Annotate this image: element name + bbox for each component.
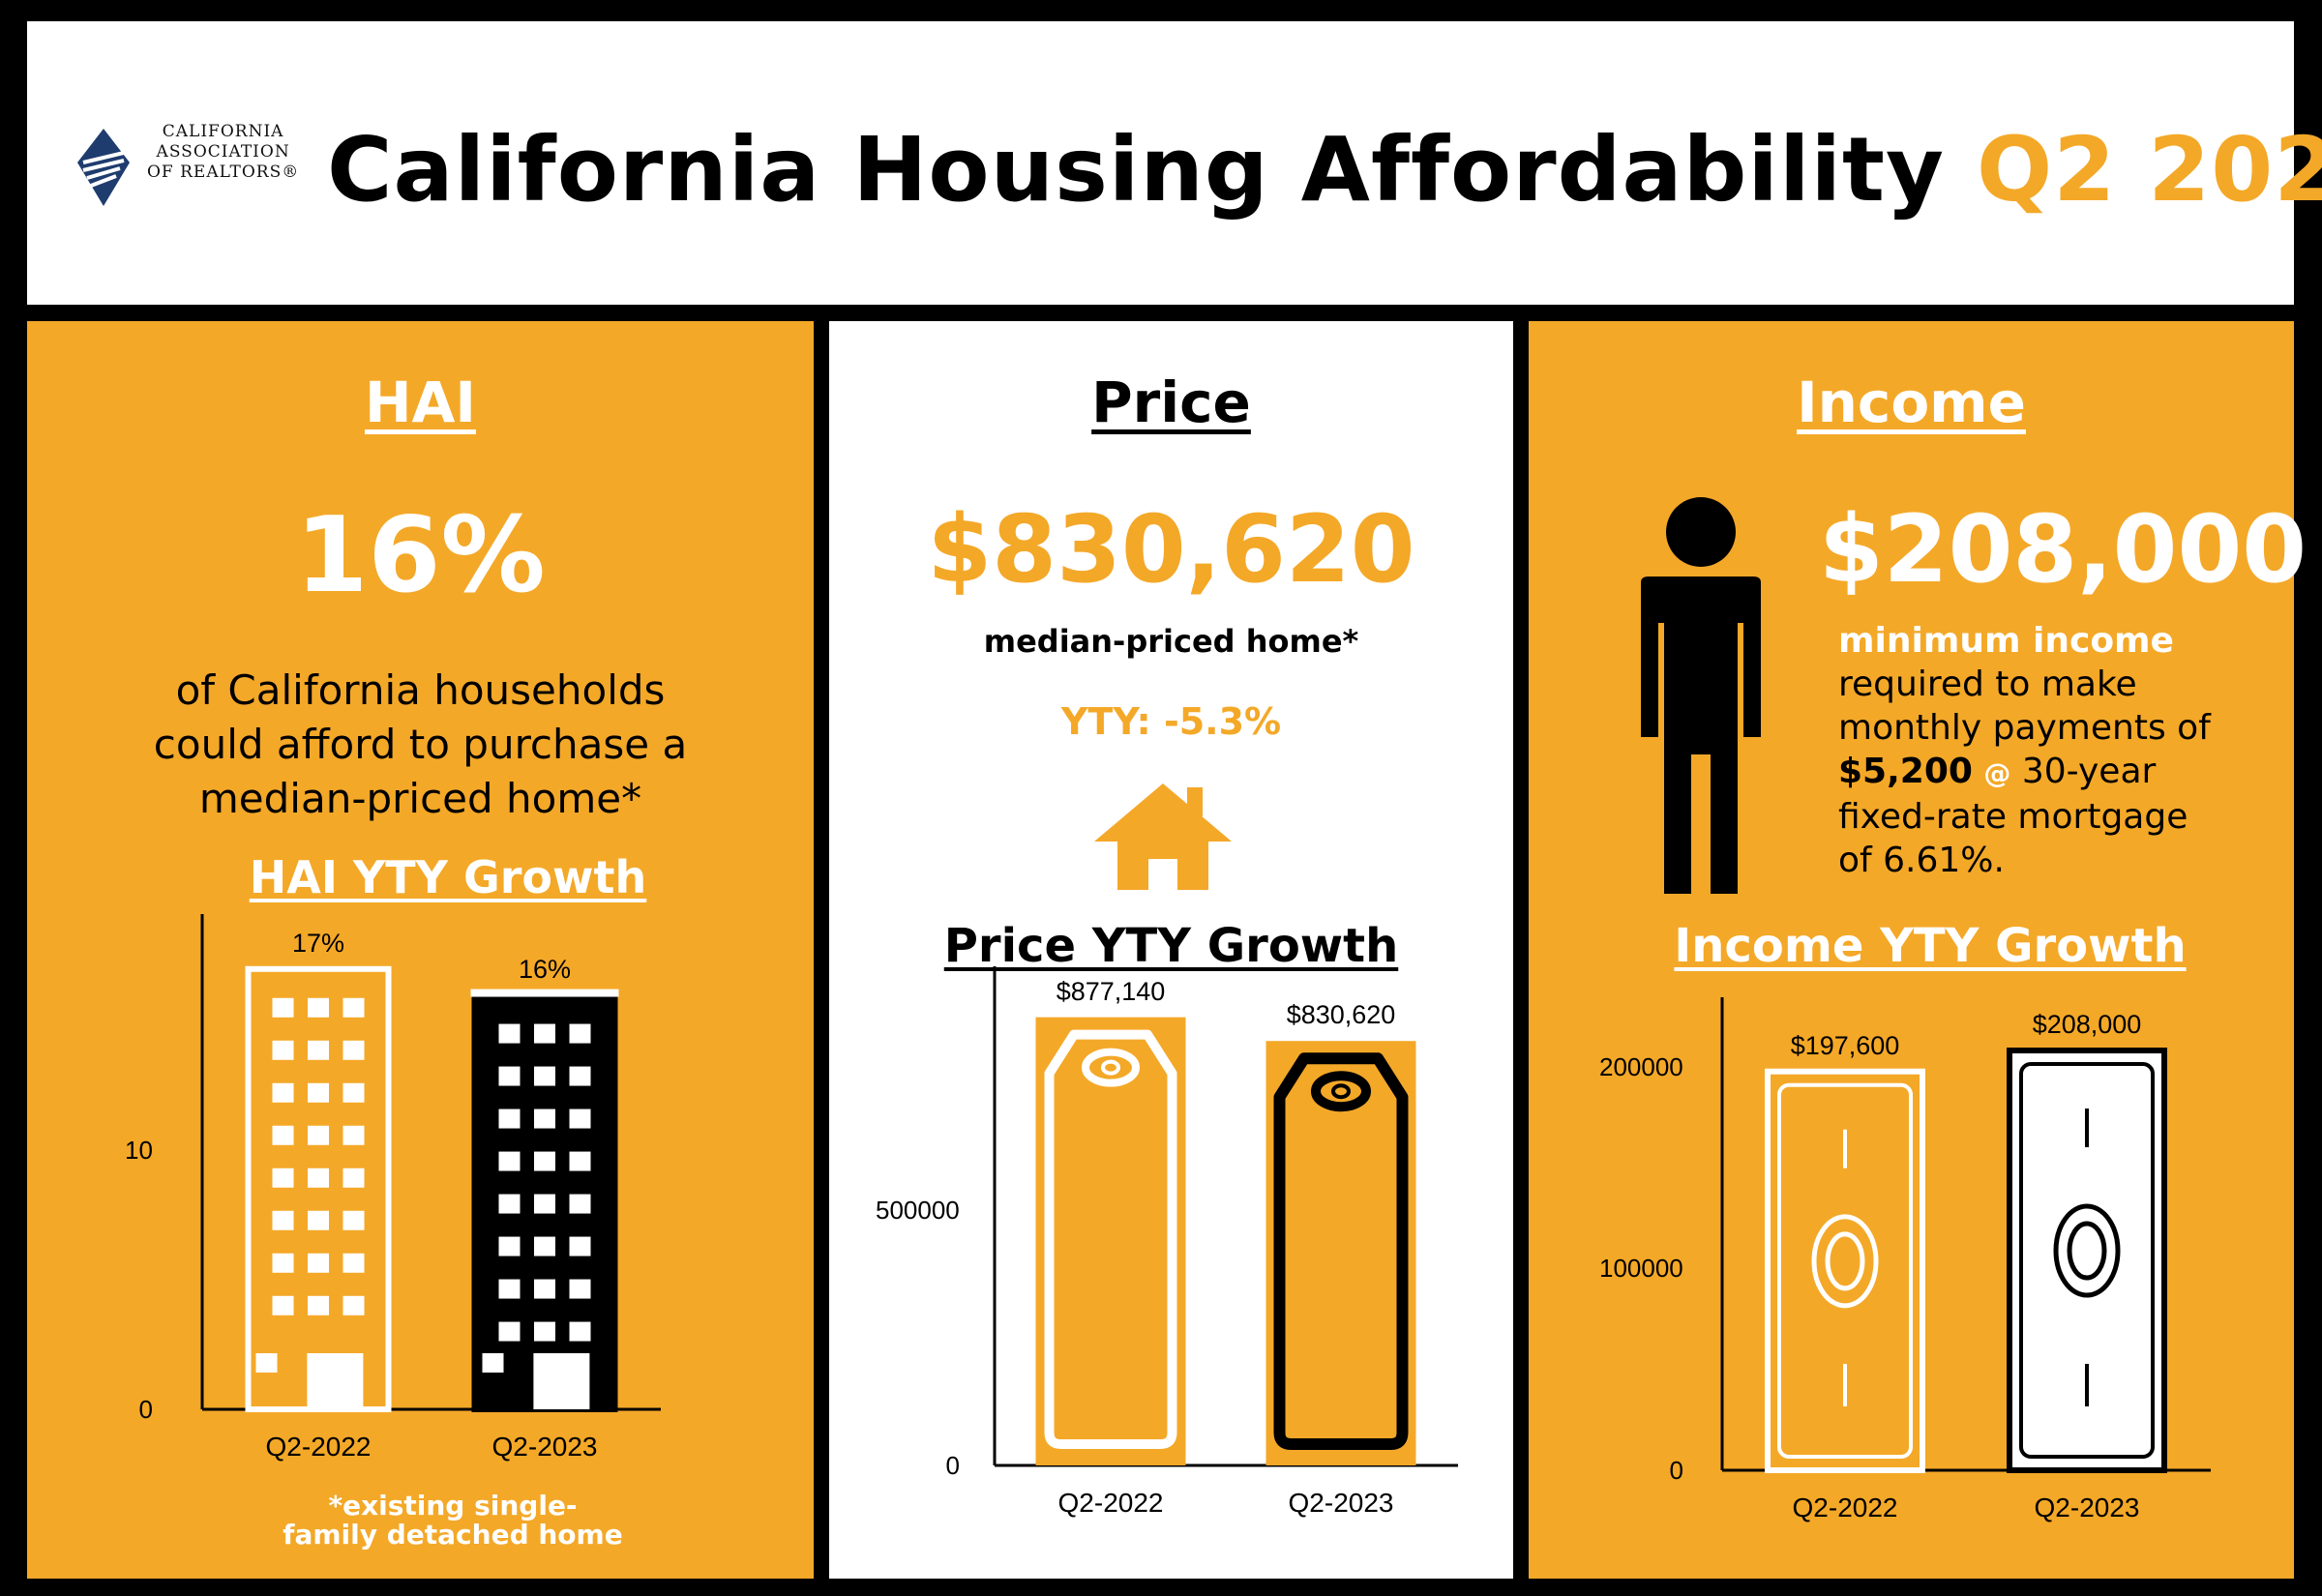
price-heading: Price bbox=[1091, 369, 1251, 435]
hai-chart-title: HAI YTY Growth bbox=[249, 851, 647, 903]
income-desc-line: fixed-rate mortgage bbox=[1838, 797, 2188, 837]
income-desc-line: required to make bbox=[1838, 665, 2137, 704]
chart-svg bbox=[993, 966, 1458, 1467]
bar bbox=[1765, 1068, 1925, 1473]
price-value: $830,620 bbox=[927, 495, 1415, 604]
bar bbox=[1035, 1017, 1186, 1465]
income-heading: Income bbox=[1797, 369, 2026, 435]
data-label: 17% bbox=[291, 928, 345, 958]
hai-footnote: *existing single- family detached home bbox=[27, 1492, 878, 1550]
bar-price-tag bbox=[1265, 1041, 1416, 1465]
title-accent: Q2 2023 bbox=[1977, 118, 2322, 222]
car-logo[interactable]: CALIFORNIA ASSOCIATION OF REALTORS® bbox=[70, 118, 321, 234]
category-label: Q2-2022 bbox=[265, 1432, 372, 1462]
price-yty: YTY: -5.3% bbox=[1060, 700, 1282, 743]
data-label: $877,140 bbox=[1056, 976, 1166, 1006]
y-tick-label: 0 bbox=[1669, 1456, 1683, 1485]
chart-svg bbox=[1720, 997, 2211, 1473]
person-icon bbox=[1641, 497, 1761, 894]
hai-heading: HAI bbox=[364, 369, 476, 435]
income-desc-line: of 6.61%. bbox=[1838, 841, 2005, 880]
bar bbox=[1265, 1041, 1416, 1465]
hai-desc-line: median-priced home* bbox=[198, 775, 642, 822]
income-panel: Income $208,000 minimum income required … bbox=[1529, 321, 2307, 1579]
category-label: Q2-2023 bbox=[2034, 1493, 2140, 1522]
logo-line: ASSOCIATION bbox=[156, 142, 290, 162]
income-description: minimum income required to make monthly … bbox=[1838, 619, 2211, 882]
bar bbox=[245, 965, 392, 1412]
hai-description: of California households could afford to… bbox=[27, 664, 814, 826]
y-tick-label: 10 bbox=[125, 1136, 153, 1166]
logo-line: OF REALTORS® bbox=[147, 163, 300, 182]
income-value: $208,000 bbox=[1819, 495, 2307, 604]
income-payment: $5,200 bbox=[1838, 752, 1973, 791]
income-desc-line: monthly payments of bbox=[1838, 708, 2211, 748]
y-tick-label: 0 bbox=[138, 1395, 153, 1424]
hai-panel: HAI 16% of California households could a… bbox=[27, 321, 814, 1579]
data-label: $197,600 bbox=[1790, 1030, 1900, 1060]
bar-price-tag bbox=[1035, 1017, 1186, 1465]
title-main: California Housing Affordability bbox=[327, 118, 1945, 222]
income-desc-line: $5,200 @ 30-year bbox=[1838, 750, 2211, 795]
eagle-logo-icon bbox=[77, 129, 130, 206]
data-label: $830,620 bbox=[1286, 1000, 1396, 1030]
category-label: Q2-2023 bbox=[1288, 1488, 1394, 1518]
house-icon bbox=[1094, 783, 1232, 890]
page-title: California Housing Affordability Q2 2023 bbox=[327, 118, 2322, 222]
income-at: @ bbox=[1983, 757, 2011, 789]
bar bbox=[470, 989, 619, 1412]
category-label: Q2-2022 bbox=[1792, 1493, 1898, 1522]
price-chart-title: Price YTY Growth bbox=[943, 919, 1399, 973]
logo-line: CALIFORNIA bbox=[162, 122, 284, 141]
data-label: 16% bbox=[518, 954, 572, 984]
hai-value: 16% bbox=[295, 495, 546, 616]
footnote-line: *existing single- bbox=[328, 1490, 578, 1522]
hai-desc-line: could afford to purchase a bbox=[153, 721, 688, 768]
y-tick-label: 500000 bbox=[876, 1195, 960, 1225]
footnote-line: family detached home bbox=[283, 1519, 623, 1551]
income-desc-bold: minimum income bbox=[1838, 621, 2174, 661]
hai-desc-line: of California households bbox=[175, 666, 666, 714]
header: CALIFORNIA ASSOCIATION OF REALTORS® Cali… bbox=[27, 21, 2322, 305]
chart-svg bbox=[200, 914, 661, 1412]
category-label: Q2-2022 bbox=[1057, 1488, 1164, 1518]
price-panel: Price $830,620 median-priced home* YTY: … bbox=[829, 321, 1513, 1579]
income-chart-title: Income YTY Growth bbox=[1674, 919, 2187, 973]
y-tick-label: 100000 bbox=[1599, 1254, 1683, 1284]
bar bbox=[2007, 1048, 2167, 1473]
logo-text: CALIFORNIA ASSOCIATION OF REALTORS® bbox=[147, 122, 299, 183]
bar-building bbox=[245, 965, 392, 1412]
price-caption: median-priced home* bbox=[983, 623, 1359, 660]
income-term: 30-year bbox=[2021, 752, 2157, 791]
data-label: $208,000 bbox=[2032, 1010, 2142, 1040]
y-tick-label: 0 bbox=[945, 1451, 960, 1480]
y-tick-label: 200000 bbox=[1599, 1051, 1683, 1081]
category-label: Q2-2023 bbox=[491, 1432, 598, 1462]
